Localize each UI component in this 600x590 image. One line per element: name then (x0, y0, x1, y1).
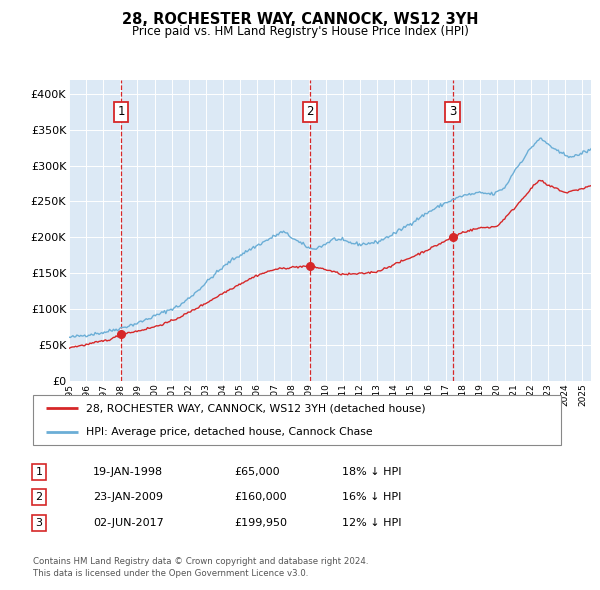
Text: 18% ↓ HPI: 18% ↓ HPI (342, 467, 401, 477)
Text: 2: 2 (35, 493, 43, 502)
Text: Price paid vs. HM Land Registry's House Price Index (HPI): Price paid vs. HM Land Registry's House … (131, 25, 469, 38)
Text: HPI: Average price, detached house, Cannock Chase: HPI: Average price, detached house, Cann… (86, 427, 373, 437)
Text: £160,000: £160,000 (234, 493, 287, 502)
Text: Contains HM Land Registry data © Crown copyright and database right 2024.: Contains HM Land Registry data © Crown c… (33, 557, 368, 566)
Text: This data is licensed under the Open Government Licence v3.0.: This data is licensed under the Open Gov… (33, 569, 308, 578)
Text: 28, ROCHESTER WAY, CANNOCK, WS12 3YH: 28, ROCHESTER WAY, CANNOCK, WS12 3YH (122, 12, 478, 27)
Text: £65,000: £65,000 (234, 467, 280, 477)
Text: 19-JAN-1998: 19-JAN-1998 (93, 467, 163, 477)
Text: 02-JUN-2017: 02-JUN-2017 (93, 518, 164, 527)
Text: 1: 1 (35, 467, 43, 477)
Text: 3: 3 (449, 106, 457, 119)
Text: 1: 1 (118, 106, 125, 119)
Text: 2: 2 (306, 106, 314, 119)
Text: 28, ROCHESTER WAY, CANNOCK, WS12 3YH (detached house): 28, ROCHESTER WAY, CANNOCK, WS12 3YH (de… (86, 404, 425, 414)
Text: £199,950: £199,950 (234, 518, 287, 527)
FancyBboxPatch shape (33, 395, 561, 445)
Text: 3: 3 (35, 518, 43, 527)
Text: 23-JAN-2009: 23-JAN-2009 (93, 493, 163, 502)
Text: 16% ↓ HPI: 16% ↓ HPI (342, 493, 401, 502)
Text: 12% ↓ HPI: 12% ↓ HPI (342, 518, 401, 527)
